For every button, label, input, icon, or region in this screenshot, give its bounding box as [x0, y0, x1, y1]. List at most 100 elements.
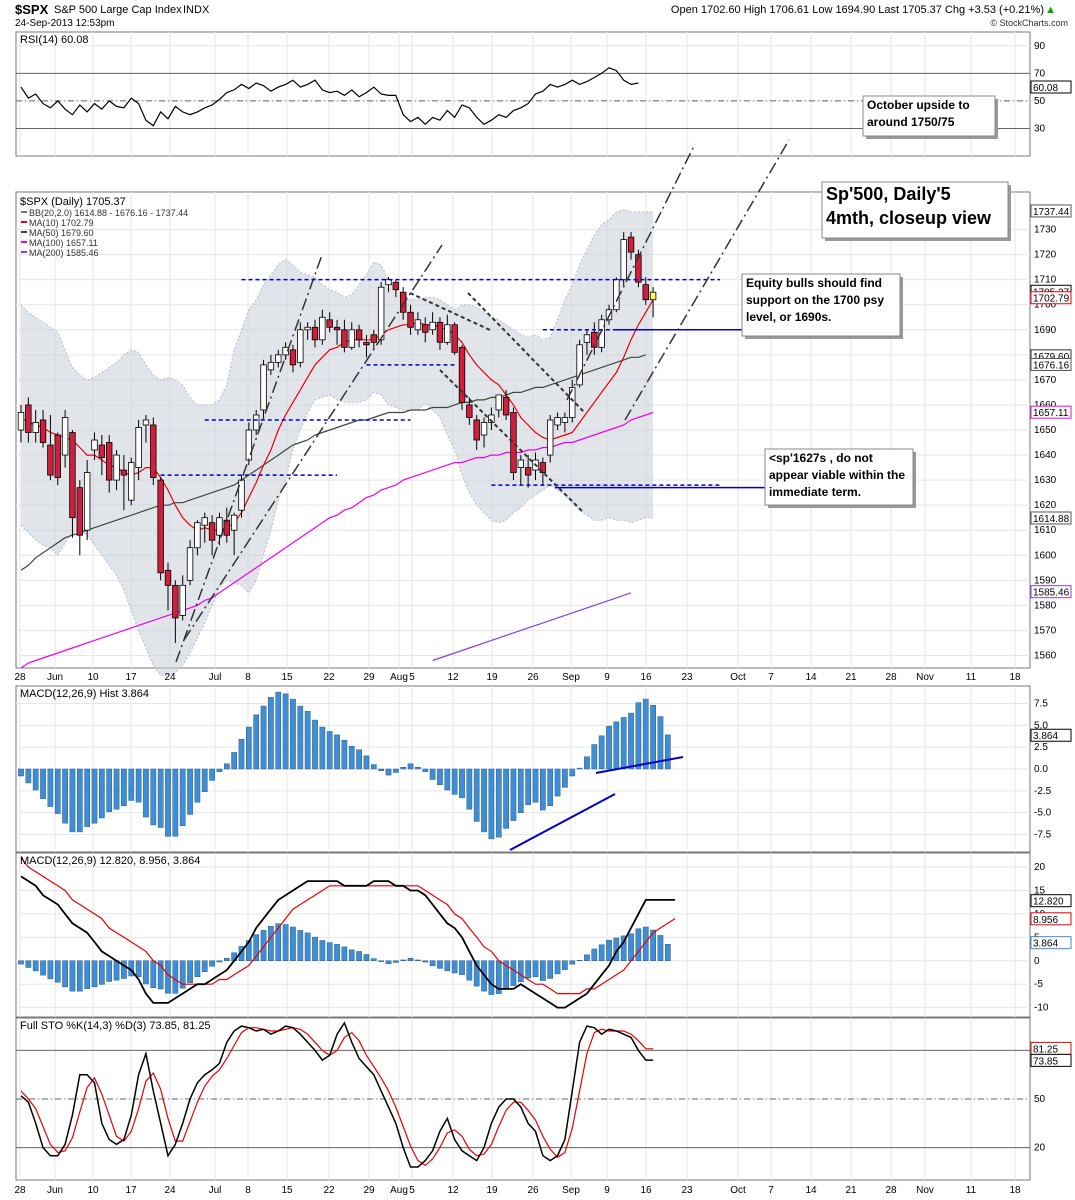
- histogram-bar: [488, 768, 495, 840]
- price-x-tick: 15: [281, 672, 293, 683]
- candle: [554, 412, 561, 430]
- macd-histogram-bar: [253, 934, 260, 962]
- price-x-tick: 11: [966, 672, 977, 683]
- y-tick: 1600: [1034, 550, 1057, 561]
- bottom-x-tick: Aug: [390, 1185, 408, 1196]
- histogram-bar: [99, 768, 105, 819]
- candle: [319, 309, 326, 345]
- macd-histogram-bar: [54, 960, 61, 983]
- tag-text: 1614.88: [1033, 514, 1070, 525]
- candle-body: [142, 419, 150, 426]
- note-sp1627-line: immediate term.: [769, 485, 861, 499]
- histogram-bar: [385, 768, 392, 776]
- histogram-bar: [606, 725, 612, 770]
- index-name: S&P 500 Large Cap Index: [54, 4, 182, 16]
- histogram-bar: [473, 768, 480, 822]
- candle-body: [348, 329, 355, 348]
- note-october-line: around 1750/75: [867, 115, 955, 129]
- legend-entry: MA(10) 1702.79: [29, 218, 94, 228]
- candle: [576, 339, 583, 388]
- candle-body: [47, 444, 54, 476]
- legend-entry: MA(50) 1679.60: [29, 228, 94, 238]
- divergence-line-1: [509, 793, 616, 851]
- histogram-bar: [547, 768, 554, 806]
- candle: [510, 407, 517, 481]
- y-tick: 30: [1034, 123, 1046, 134]
- change-up-icon: ▲: [1045, 4, 1056, 16]
- price-x-tick: 5: [409, 672, 415, 683]
- histogram-bar: [650, 704, 656, 770]
- macd-histogram-bar: [378, 960, 384, 962]
- bottom-x-tick: Nov: [916, 1185, 934, 1196]
- bottom-x-tick: 10: [87, 1185, 99, 1196]
- macd-histogram-bar: [275, 923, 282, 962]
- candle: [363, 334, 370, 358]
- histogram-bar: [363, 755, 370, 770]
- candle: [422, 317, 429, 343]
- note-october: October upside to around 1750/75: [862, 95, 998, 139]
- quote-bar: Open 1702.60 High 1706.61 Low 1694.90 La…: [671, 4, 1044, 16]
- candle-body: [304, 326, 311, 331]
- candle: [150, 417, 157, 486]
- candle-body: [208, 522, 216, 541]
- candle: [297, 322, 304, 368]
- candle-body: [429, 321, 436, 331]
- histogram-bar: [562, 768, 568, 788]
- histogram-bar: [326, 731, 333, 770]
- note-support-line: level, or 1690s.: [746, 310, 831, 324]
- right-value-tag: 1614.88: [1030, 511, 1072, 525]
- note-title-line: Sp'500, Daily'5: [826, 184, 951, 204]
- macd-histogram-bar: [517, 960, 524, 983]
- histogram-bar: [664, 734, 671, 770]
- price-x-tick: 28: [885, 672, 897, 683]
- sto-d-line: [20, 1027, 654, 1167]
- candle: [480, 417, 488, 448]
- macd-histogram-bar: [282, 924, 289, 962]
- price-x-tick: 22: [323, 672, 335, 683]
- candle: [348, 322, 355, 350]
- ma200-line: [432, 592, 632, 662]
- candle-body: [267, 361, 275, 371]
- price-x-tick: 12: [447, 672, 459, 683]
- histogram-bar: [201, 768, 208, 792]
- histogram-bar: [400, 767, 407, 770]
- histogram-bar: [348, 746, 355, 770]
- bb-lower-line: [20, 391, 654, 676]
- note-title-line: 4mth, closeup view: [826, 208, 992, 228]
- candle: [311, 319, 319, 348]
- macd-histogram-bar: [415, 959, 421, 962]
- right-value-tag: 1676.16: [1030, 357, 1072, 371]
- histogram-bar: [495, 768, 502, 838]
- candle-body: [319, 316, 326, 341]
- annotations: October upside to around 1750/75 Sp'500, D…: [741, 95, 1011, 508]
- candle-body: [399, 291, 407, 313]
- macd-histogram-bar: [76, 960, 83, 992]
- rsi-title: RSI(14) 60.08: [20, 34, 88, 46]
- candle: [620, 232, 627, 288]
- candle: [598, 314, 605, 353]
- note-support-line: Equity bulls should find: [746, 276, 882, 290]
- bottom-x-tick: 22: [323, 1185, 335, 1196]
- histogram-bar: [312, 719, 318, 770]
- candle: [47, 414, 54, 481]
- exchange: INDX: [183, 4, 210, 16]
- histogram-bar: [517, 768, 524, 813]
- candle: [54, 432, 61, 486]
- histogram-bar: [62, 768, 68, 824]
- tag-text: 1702.79: [1033, 294, 1070, 305]
- candle-body: [502, 397, 510, 416]
- macd-histogram-bar: [25, 960, 32, 968]
- candle-body: [414, 319, 422, 331]
- note-sp1627: <sp'1627s , do not appear viable within t…: [764, 448, 916, 508]
- candle-body: [385, 279, 392, 286]
- histogram-bar: [209, 768, 215, 781]
- right-value-tag: 1702.79: [1030, 291, 1072, 305]
- macd-histogram-bar: [326, 942, 333, 962]
- y-tick: 1610: [1034, 525, 1057, 536]
- macd-histogram-bar: [473, 960, 480, 987]
- note-support: Equity bulls should find support on the 1…: [741, 273, 903, 339]
- candle-body: [620, 239, 627, 281]
- candle-body: [25, 404, 32, 433]
- histogram-bar: [25, 768, 32, 784]
- macd-histogram-bar: [657, 935, 664, 962]
